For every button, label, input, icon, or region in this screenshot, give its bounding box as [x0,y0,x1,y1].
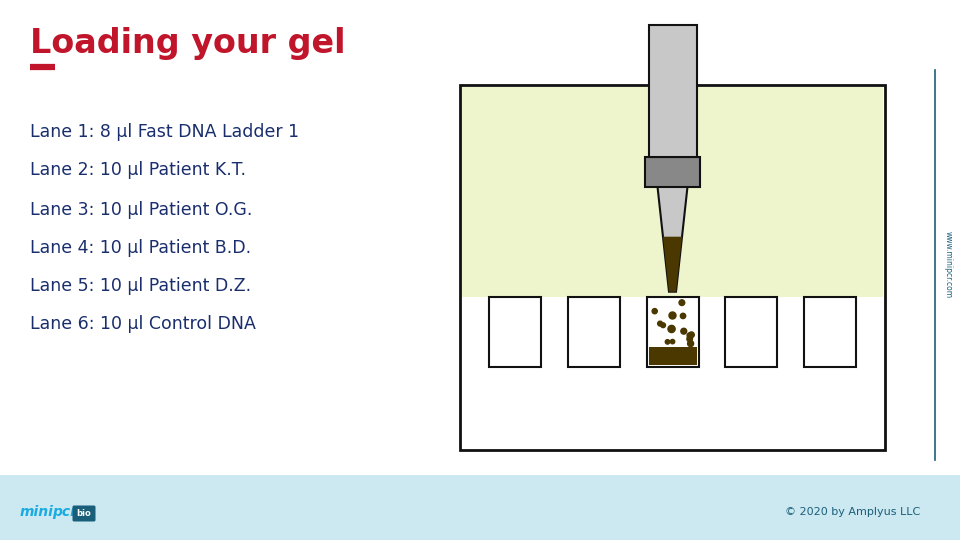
Text: pcr: pcr [52,505,77,519]
Circle shape [687,333,692,338]
Text: Loading your gel: Loading your gel [30,26,346,59]
Circle shape [652,308,658,314]
Bar [646,296,699,367]
Polygon shape [658,187,687,292]
Bar [726,296,778,367]
Circle shape [658,321,662,326]
Text: www.minipcr.com: www.minipcr.com [944,232,952,299]
Text: Lane 1: 8 μl Fast DNA Ladder 1: Lane 1: 8 μl Fast DNA Ladder 1 [30,123,300,141]
Bar [462,87,883,296]
Bar [645,157,700,187]
Circle shape [688,332,694,338]
Circle shape [687,341,694,347]
Circle shape [660,323,665,328]
Bar [649,347,697,364]
Text: Lane 6: 10 μl Control DNA: Lane 6: 10 μl Control DNA [30,315,256,333]
Text: mini: mini [20,505,54,519]
Bar [567,296,619,367]
Bar [460,85,885,450]
Text: Lane 5: 10 μl Patient D.Z.: Lane 5: 10 μl Patient D.Z. [30,277,252,295]
Circle shape [679,300,684,306]
Polygon shape [663,237,682,292]
Circle shape [686,336,692,342]
FancyBboxPatch shape [73,505,95,522]
Text: Lane 2: 10 μl Patient K.T.: Lane 2: 10 μl Patient K.T. [30,161,246,179]
Bar [804,296,856,367]
Circle shape [668,326,675,333]
Text: Lane 4: 10 μl Patient B.D.: Lane 4: 10 μl Patient B.D. [30,239,252,257]
Circle shape [665,340,670,344]
Bar [489,296,540,367]
Circle shape [670,340,675,344]
Bar [0,475,960,540]
Bar [649,25,697,157]
Circle shape [681,313,685,319]
Text: bio: bio [77,509,91,517]
Circle shape [681,328,686,334]
Text: Lane 3: 10 μl Patient O.G.: Lane 3: 10 μl Patient O.G. [30,201,252,219]
Text: © 2020 by Amplyus LLC: © 2020 by Amplyus LLC [784,507,920,517]
Circle shape [669,312,676,319]
